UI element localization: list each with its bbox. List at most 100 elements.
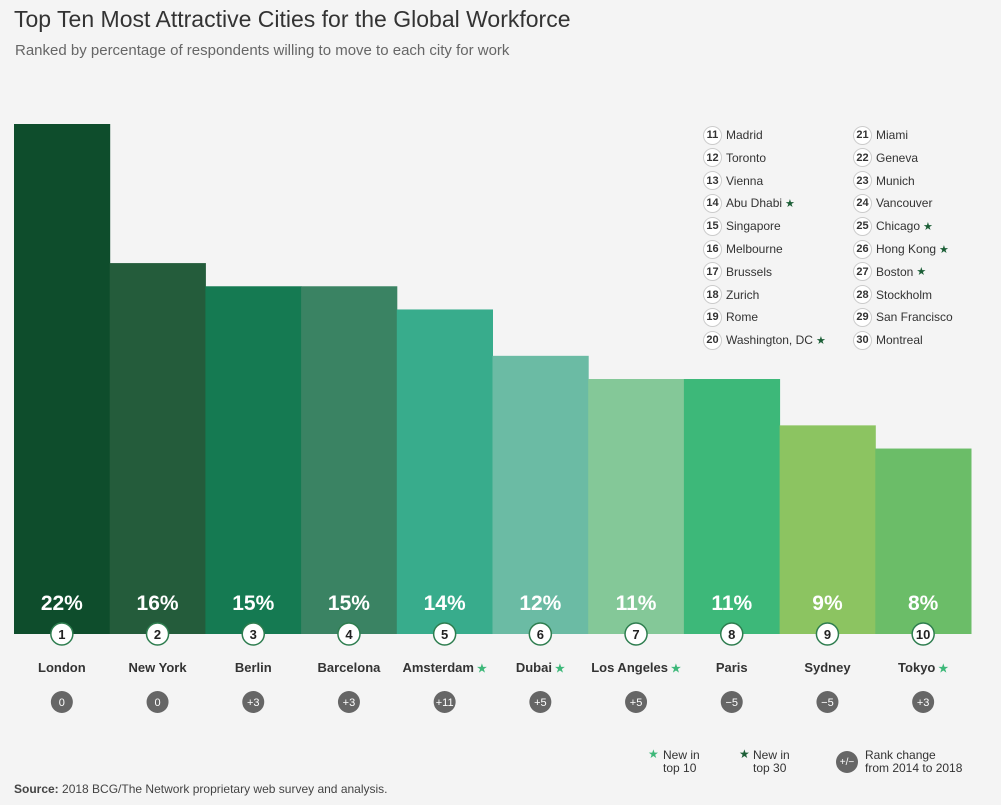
rank-change-badge (337, 691, 360, 713)
city-label: Barcelona (318, 660, 382, 675)
bar-los-angeles (588, 379, 685, 634)
legend-rank: 26 (853, 239, 872, 259)
city-label: London (38, 660, 86, 675)
legend-item: 18 Zurich (703, 285, 759, 305)
legend-rank: 27 (853, 262, 872, 282)
value-label: 9% (812, 592, 843, 615)
legend-city: Rome (726, 310, 759, 325)
legend-city: Miami (876, 128, 908, 142)
rank-change-value: −5 (725, 697, 738, 709)
rank-change-value: 0 (154, 697, 160, 709)
legend-rank: 20 (703, 330, 722, 350)
legend-item: 25 Chicago ★ (853, 216, 933, 236)
value-label: 11% (711, 592, 752, 615)
star-top10-icon: ★ (648, 747, 659, 761)
legend-item: 12 Toronto (703, 148, 766, 168)
legend-city: Washington, DC (726, 333, 813, 348)
rank-badge (815, 622, 840, 646)
legend-city: Montreal (876, 333, 923, 348)
value-label: 22% (41, 592, 83, 615)
bar-amsterdam (396, 309, 493, 634)
rank-change-badge (50, 691, 73, 713)
legend-city: Boston (876, 264, 914, 279)
bar-london (14, 124, 111, 634)
rank-change-badge (816, 691, 839, 713)
rank-number: 4 (345, 627, 353, 642)
legend-city: Abu Dhabi (726, 196, 783, 211)
legend-item: 20 Washington, DC ★ (703, 330, 826, 350)
rank-badge (911, 622, 935, 646)
legend-city: San Francisco (876, 310, 953, 325)
rank-change-value: 0 (59, 697, 65, 709)
key-new-top30-label: New in top 30 (753, 748, 790, 775)
rank-change-badge (529, 691, 552, 713)
rank-change-badge (625, 691, 648, 713)
legend-rank: 15 (703, 216, 722, 236)
legend-rank: 24 (853, 193, 872, 213)
rank-change-value: +5 (534, 697, 547, 709)
rank-badge (528, 622, 553, 646)
value-label: 11% (616, 592, 657, 615)
star-top30-icon: ★ (916, 266, 927, 279)
star-top10-icon: ★ (671, 663, 681, 675)
city-label: Dubai ★ (516, 660, 565, 675)
legend-item: 19 Rome (703, 307, 758, 327)
legend-rank: 18 (703, 285, 722, 305)
legend-item: 14 Abu Dhabi ★ (703, 193, 795, 213)
rank-change-badge (242, 691, 265, 713)
star-top10-icon: ★ (938, 663, 948, 675)
legend-item: 23 Munich (853, 171, 915, 191)
legend-city: Singapore (726, 219, 781, 234)
legend-rank: 17 (703, 262, 722, 282)
rank-badge (337, 622, 361, 646)
city-label: Berlin (235, 660, 272, 675)
star-top10-icon: ★ (477, 663, 487, 675)
legend-rank: 13 (703, 171, 722, 191)
rank-change-value: +3 (343, 697, 356, 709)
rank-badge (50, 622, 74, 646)
city-label: Los Angeles ★ (591, 660, 681, 675)
rank-badge (720, 622, 744, 646)
star-top30-icon: ★ (923, 220, 933, 233)
value-label: 12% (519, 592, 561, 615)
legend-rank: 30 (853, 330, 872, 350)
rank-badge (624, 622, 648, 646)
rank-change-value: +5 (630, 697, 643, 709)
legend-city: Munich (876, 173, 915, 188)
legend-rank: 11 (703, 125, 722, 145)
rank-number: 9 (824, 627, 831, 642)
bar-barcelona (301, 286, 398, 634)
value-label: 8% (908, 592, 939, 615)
rank-number: 10 (916, 627, 930, 642)
rank-change-badge (433, 691, 456, 713)
source-note: Source: 2018 BCG/The Network proprietary… (14, 782, 388, 796)
legend-item: 24 Vancouver (853, 193, 932, 213)
legend-rank: 21 (853, 125, 872, 145)
rank-badge (145, 622, 170, 646)
star-top30-icon: ★ (939, 243, 949, 256)
legend-item: 11 Madrid (703, 125, 763, 145)
chart-title: Top Ten Most Attractive Cities for the G… (14, 6, 571, 32)
legend-rank: 22 (853, 148, 872, 168)
legend-item: 15 Singapore (703, 216, 781, 236)
bar-berlin (205, 286, 302, 634)
rank-badge (432, 622, 457, 646)
legend-city: Vancouver (876, 196, 933, 211)
star-top30-icon: ★ (785, 197, 795, 210)
legend-rank: 29 (853, 307, 872, 327)
bar-dubai (492, 355, 589, 634)
city-label: Sydney (804, 660, 851, 675)
rank-number: 7 (632, 627, 639, 642)
key-rank-change-label: Rank change from 2014 to 2018 (865, 748, 963, 775)
legend-rank: 23 (853, 171, 872, 191)
chart-subtitle: Ranked by percentage of respondents will… (15, 42, 510, 59)
legend-item: 30 Montreal (853, 330, 923, 350)
legend-item: 29 San Francisco (853, 307, 953, 327)
city-label: New York (129, 660, 188, 675)
legend-item: 22 Geneva (853, 148, 918, 168)
legend-rank: 12 (703, 148, 722, 168)
rank-change-value: +11 (436, 697, 454, 709)
rank-number: 6 (537, 627, 544, 642)
rank-change-badge (146, 691, 169, 713)
city-label: Tokyo ★ (898, 660, 948, 675)
